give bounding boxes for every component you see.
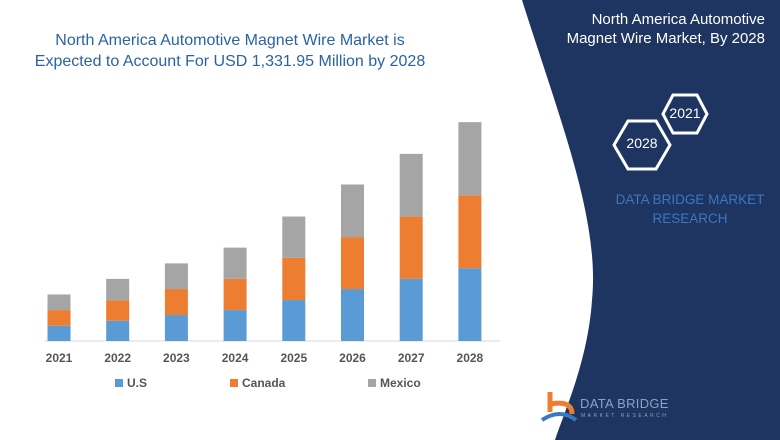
bar-us-2024 bbox=[223, 310, 247, 341]
bar-mexico-2023 bbox=[164, 263, 188, 290]
legend-swatch bbox=[230, 379, 238, 387]
logo-subtext: MARKET RESEARCH bbox=[581, 413, 669, 419]
bar-mexico-2027 bbox=[399, 153, 423, 217]
bar-us-2028 bbox=[458, 268, 482, 341]
bar-mexico-2026 bbox=[341, 184, 364, 238]
logo-icon bbox=[540, 392, 578, 422]
legend-label: Canada bbox=[242, 376, 286, 390]
hex-label-2021: 2021 bbox=[669, 105, 701, 121]
bar-mexico-2022 bbox=[106, 278, 130, 301]
hex-label-2028: 2028 bbox=[626, 135, 658, 151]
bar-canada-2021 bbox=[47, 310, 71, 326]
legend-mexico: Mexico bbox=[368, 376, 421, 390]
bar-mexico-2028 bbox=[458, 122, 482, 196]
legend-us: U.S bbox=[115, 376, 147, 390]
bar-canada-2028 bbox=[458, 195, 482, 269]
bar-us-2025 bbox=[282, 300, 306, 341]
bar-canada-2022 bbox=[106, 300, 130, 321]
x-tick-label: 2023 bbox=[163, 351, 190, 365]
hexagon-2021 bbox=[661, 93, 709, 135]
bar-canada-2027 bbox=[399, 216, 423, 279]
bar-us-2026 bbox=[341, 289, 364, 341]
x-tick-label: 2028 bbox=[456, 351, 484, 365]
x-tick-label: 2021 bbox=[45, 351, 73, 365]
bars-group bbox=[47, 122, 482, 341]
bar-canada-2025 bbox=[282, 257, 306, 301]
legend-swatch bbox=[115, 379, 123, 387]
bar-mexico-2024 bbox=[223, 247, 247, 279]
hexagon-2028 bbox=[612, 119, 672, 171]
chart-title: North America Automotive Magnet Wire Mar… bbox=[34, 32, 426, 70]
bar-us-2022 bbox=[106, 320, 130, 341]
legend-canada: Canada bbox=[230, 376, 285, 390]
legend-label: U.S bbox=[127, 376, 148, 390]
bar-canada-2023 bbox=[164, 289, 188, 316]
legend-label: Mexico bbox=[380, 376, 421, 390]
x-tick-label: 2025 bbox=[280, 351, 308, 365]
legend-swatch bbox=[368, 379, 376, 387]
x-tick-label: 2024 bbox=[221, 351, 249, 365]
bar-canada-2026 bbox=[341, 237, 364, 290]
bar-canada-2024 bbox=[223, 278, 247, 311]
bar-mexico-2021 bbox=[47, 294, 71, 311]
x-tick-label: 2027 bbox=[397, 351, 425, 365]
x-tick-label: 2026 bbox=[339, 351, 366, 365]
bar-us-2023 bbox=[164, 315, 188, 341]
bar-us-2021 bbox=[47, 325, 71, 341]
side-panel-title: North America Automotive Magnet Wire Mar… bbox=[566, 11, 765, 47]
side-panel bbox=[522, 0, 780, 440]
x-tick-label: 2022 bbox=[104, 351, 132, 365]
bar-us-2027 bbox=[399, 278, 423, 341]
brand-text: DATA BRIDGE MARKET RESEARCH bbox=[615, 192, 765, 226]
bar-mexico-2025 bbox=[282, 216, 306, 258]
logo-text: DATA BRIDGE bbox=[580, 396, 669, 411]
